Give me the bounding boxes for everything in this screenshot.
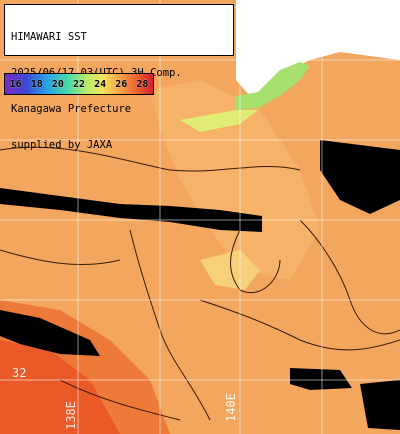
legend-value: 16 — [9, 78, 22, 90]
info-line-title: HIMAWARI SST — [11, 31, 87, 43]
info-line-region: Kanagawa Prefecture — [11, 103, 132, 115]
contour-line — [59, 379, 181, 421]
legend-value: 18 — [30, 78, 43, 90]
longitude-label-138: 138E — [64, 401, 78, 430]
temperature-tag: 32 — [12, 366, 27, 380]
contour-line — [0, 146, 301, 172]
longitude-label-140: 140E — [224, 393, 238, 422]
hot-region — [0, 340, 120, 434]
cool-region — [150, 80, 320, 280]
cloud-patch-east — [320, 140, 400, 214]
cloud-patch-southeast — [360, 380, 400, 430]
legend-value: 22 — [72, 78, 86, 90]
cloud-patch-west — [0, 310, 100, 356]
land-mass — [236, 0, 400, 96]
contour-line — [0, 249, 121, 266]
legend-color-bar — [5, 74, 153, 94]
map-info-box: HIMAWARI SST 2025/06/17 03(UTC) 3H Comp.… — [4, 4, 234, 151]
info-line-source: supplied by JAXA — [11, 139, 113, 151]
legend-labels: 16 18 20 22 24 26 28 — [5, 74, 153, 94]
cloud-patch-south — [290, 368, 352, 390]
legend-value: 20 — [51, 78, 64, 90]
legend-value: 28 — [136, 78, 149, 90]
legend-value: 24 — [94, 78, 107, 90]
temperature-legend: 16 18 20 22 24 26 28 — [4, 73, 154, 95]
cloud-band — [0, 188, 262, 232]
bay-cool-region — [200, 250, 260, 290]
coastal-yellow — [180, 110, 258, 132]
contour-line — [199, 299, 400, 351]
legend-value: 26 — [115, 78, 128, 90]
coastal-green — [236, 62, 310, 110]
